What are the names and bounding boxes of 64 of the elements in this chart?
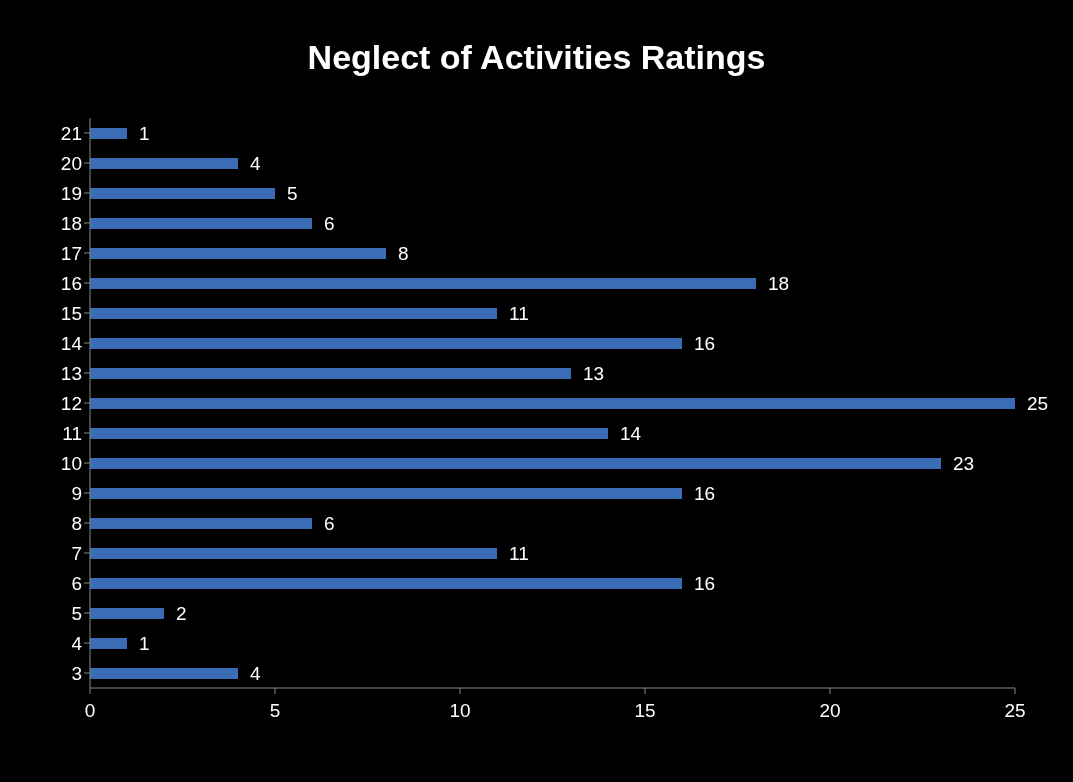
y-tick-label: 16 <box>60 272 82 294</box>
y-tick-label: 11 <box>62 422 82 444</box>
data-label: 16 <box>694 333 716 355</box>
data-label: 23 <box>953 453 975 475</box>
x-tick-label: 5 <box>269 700 281 722</box>
bar <box>90 578 682 589</box>
x-tick-label: 25 <box>1004 700 1026 722</box>
bar <box>90 338 682 349</box>
data-label: 14 <box>620 423 642 445</box>
bar <box>90 638 127 649</box>
data-label: 1 <box>139 123 150 145</box>
bar <box>90 608 164 619</box>
data-label: 11 <box>509 303 529 325</box>
y-tick-label: 12 <box>60 392 82 414</box>
bar <box>90 218 312 229</box>
y-tick-label: 5 <box>71 602 82 624</box>
bar <box>90 248 386 259</box>
x-tick-label: 20 <box>819 700 841 722</box>
x-tick-label: 15 <box>634 700 656 722</box>
y-tick-label: 9 <box>71 482 82 504</box>
data-label: 5 <box>287 183 298 205</box>
data-label: 2 <box>176 603 187 625</box>
y-tick-label: 18 <box>60 212 82 234</box>
y-tick-label: 21 <box>60 122 82 144</box>
bar <box>90 128 127 139</box>
bar <box>90 368 571 379</box>
bar <box>90 158 238 169</box>
y-tick-label: 14 <box>60 332 83 354</box>
x-tick-label: 0 <box>84 700 96 722</box>
data-label: 16 <box>694 573 716 595</box>
y-tick-label: 7 <box>71 542 82 564</box>
data-label: 8 <box>398 243 409 265</box>
x-tick-label: 10 <box>449 700 471 722</box>
data-label: 13 <box>583 363 605 385</box>
y-tick-label: 17 <box>60 242 82 264</box>
bar <box>90 308 497 319</box>
y-tick-label: 3 <box>71 662 82 684</box>
data-label: 4 <box>250 153 261 175</box>
bar <box>90 428 608 439</box>
y-tick-label: 10 <box>60 452 82 474</box>
bar <box>90 668 238 679</box>
bar <box>90 188 275 199</box>
y-tick-label: 19 <box>60 182 82 204</box>
y-tick-label: 15 <box>60 302 82 324</box>
data-label: 6 <box>324 213 335 235</box>
bar <box>90 398 1015 409</box>
y-tick-label: 13 <box>60 362 82 384</box>
data-label: 25 <box>1027 393 1049 415</box>
data-label: 1 <box>139 633 150 655</box>
y-tick-label: 20 <box>60 152 82 174</box>
bar <box>90 548 497 559</box>
data-label: 6 <box>324 513 335 535</box>
y-tick-label: 4 <box>71 632 83 654</box>
data-label: 16 <box>694 483 716 505</box>
chart-title: Neglect of Activities Ratings <box>306 38 767 78</box>
data-label: 18 <box>768 273 790 295</box>
bar <box>90 518 312 529</box>
data-label: 11 <box>509 543 529 565</box>
bar <box>90 458 941 469</box>
y-tick-label: 8 <box>71 512 82 534</box>
data-label: 4 <box>250 663 261 685</box>
bar <box>90 488 682 499</box>
y-tick-label: 6 <box>71 572 82 594</box>
bar <box>90 278 756 289</box>
